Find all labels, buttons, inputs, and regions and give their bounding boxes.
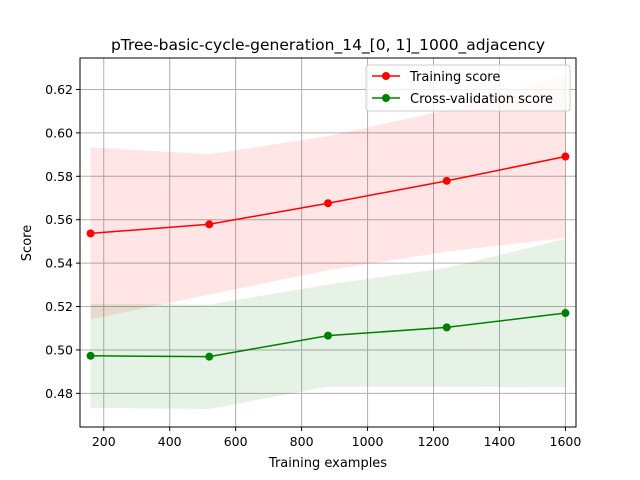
point-cross-validation-score: [561, 309, 570, 318]
point-training-score: [324, 199, 332, 208]
x-tick-label: 1200: [418, 434, 450, 449]
point-cross-validation-score: [442, 323, 451, 332]
legend-label-cross-validation: Cross-validation score: [410, 92, 553, 107]
y-tick-label: 0.48: [45, 386, 73, 401]
legend-label-training: Training score: [409, 70, 500, 85]
point-training-score: [561, 152, 570, 161]
series-points: [86, 152, 570, 361]
confidence-bands: [90, 75, 566, 409]
plot-area: [80, 58, 576, 427]
x-axis-label: Training examples: [268, 456, 387, 471]
point-training-score: [442, 176, 451, 185]
x-tick-label: 400: [158, 434, 182, 449]
x-tick-label: 600: [224, 434, 248, 449]
legend-marker-training: [382, 72, 390, 80]
y-tick-label: 0.62: [45, 82, 73, 97]
point-cross-validation-score: [205, 352, 214, 361]
point-training-score: [86, 229, 95, 238]
band-cross-validation-score: [90, 238, 566, 409]
legend-box: [365, 64, 571, 112]
y-tick-label: 0.54: [45, 256, 73, 271]
x-tick-label: 800: [290, 434, 314, 449]
y-tick-label: 0.60: [45, 125, 73, 140]
x-tick-label: 1400: [484, 434, 516, 449]
legend: Training score Cross-validation score: [365, 64, 571, 112]
y-tick-label: 0.50: [45, 342, 73, 357]
y-tick-label: 0.58: [45, 169, 73, 184]
x-tick-label: 200: [92, 434, 116, 449]
y-tick-label: 0.52: [45, 299, 73, 314]
x-axis-ticks: 200 400 600 800 1000 1200 1400 1600: [92, 427, 582, 449]
y-axis-label: Score: [20, 225, 35, 261]
point-cross-validation-score: [86, 351, 95, 360]
y-tick-label: 0.56: [45, 212, 73, 227]
y-axis-ticks: 0.48 0.50 0.52 0.54 0.56 0.58 0.60 0.62: [45, 82, 80, 401]
point-cross-validation-score: [324, 331, 332, 340]
legend-marker-cross-validation: [382, 94, 390, 102]
chart-title: pTree-basic-cycle-generation_14_[0, 1]_1…: [111, 36, 545, 55]
point-training-score: [205, 220, 214, 229]
x-tick-label: 1000: [352, 434, 384, 449]
plot-frame: [79, 57, 577, 428]
grid: [80, 58, 576, 427]
x-tick-label: 1600: [550, 434, 582, 449]
band-training-score: [90, 75, 566, 320]
